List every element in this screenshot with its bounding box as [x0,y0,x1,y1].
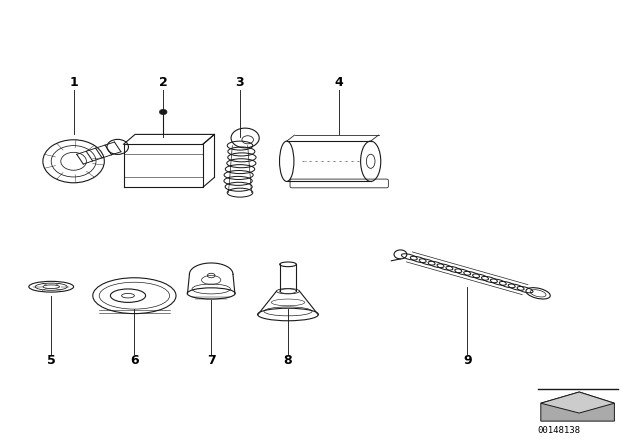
Polygon shape [541,392,614,421]
Text: 8: 8 [284,354,292,367]
Circle shape [159,109,167,115]
Text: 6: 6 [130,354,139,367]
Text: 3: 3 [236,76,244,90]
Text: 2: 2 [159,76,168,90]
Polygon shape [541,392,614,413]
Text: 7: 7 [207,354,216,367]
Text: 4: 4 [335,76,344,90]
Text: 1: 1 [69,76,78,90]
Text: 9: 9 [463,354,472,367]
Text: 00148138: 00148138 [538,426,580,435]
Text: 5: 5 [47,354,56,367]
